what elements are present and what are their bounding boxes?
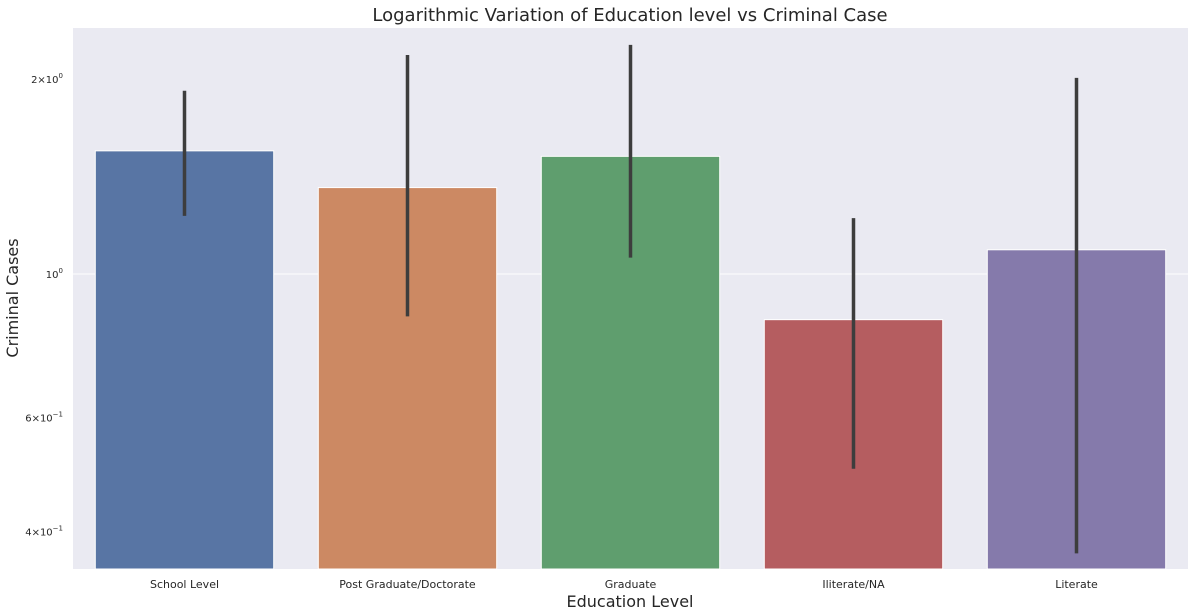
y-tick-label: 6×10−1 <box>25 411 63 425</box>
x-tick-label: Iliterate/NA <box>822 578 885 591</box>
y-tick-label: 4×10−1 <box>25 524 63 538</box>
y-axis-label: Criminal Cases <box>3 238 22 357</box>
y-tick-label: 2×100 <box>31 72 63 86</box>
y-tick-labels: 4×10−1 6×10−1 100 2×100 <box>25 72 63 538</box>
x-axis-label: Education Level <box>567 592 694 611</box>
x-tick-label: Literate <box>1055 578 1098 591</box>
x-tick-labels: School Level Post Graduate/Doctorate Gradu… <box>150 578 1098 591</box>
bar <box>94 150 275 570</box>
x-tick-label: Post Graduate/Doctorate <box>339 578 476 591</box>
chart-title: Logarithmic Variation of Education level… <box>372 5 887 26</box>
x-tick-label: Graduate <box>605 578 657 591</box>
error-bars <box>182 44 1079 554</box>
x-tick-label: School Level <box>150 578 219 591</box>
y-tick-label: 100 <box>46 267 63 281</box>
